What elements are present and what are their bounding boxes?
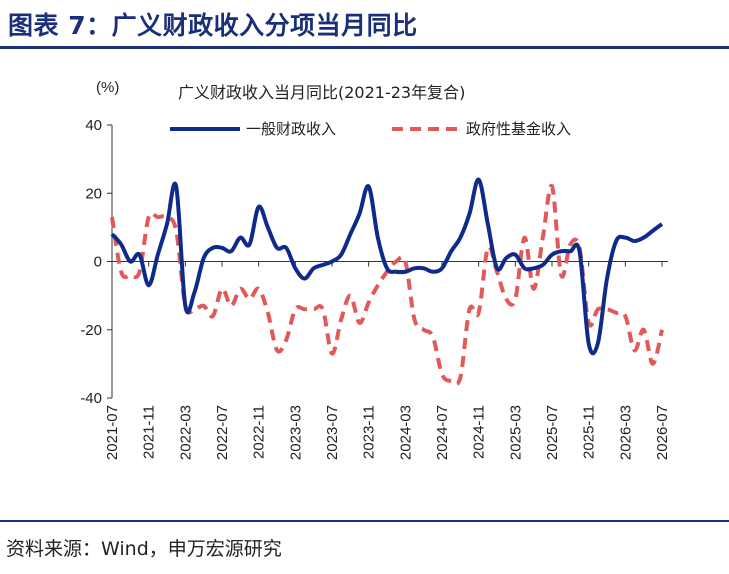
series-line-general-revenue bbox=[110, 177, 664, 356]
x-tick-label: 2023-03 bbox=[287, 405, 304, 460]
x-axis: 2021-07 2021-11 2022-03 2022-07 2022-11 2023-… bbox=[104, 261, 671, 460]
x-tick-label: 2025-07 bbox=[544, 405, 561, 460]
x-tick-label: 2026-07 bbox=[654, 405, 671, 460]
x-tick-label: 2023-11 bbox=[361, 405, 378, 459]
x-tick-label: 2021-11 bbox=[141, 405, 158, 459]
x-tick-label: 2022-03 bbox=[177, 405, 194, 460]
footer-rule bbox=[0, 520, 729, 522]
x-tick-label: 2021-07 bbox=[104, 405, 121, 460]
y-axis-unit-label: (%) bbox=[96, 79, 119, 96]
y-axis: 40 20 0 -20 -40 bbox=[80, 117, 112, 407]
x-tick-label: 2025-03 bbox=[507, 405, 524, 460]
x-tick-label: 2022-07 bbox=[214, 405, 231, 460]
x-tick-label: 2023-07 bbox=[324, 405, 341, 460]
header-rule bbox=[0, 46, 729, 49]
chart: (%) 广义财政收入当月同比(2021-23年复合) 一般财政收入 政府性基金收… bbox=[80, 79, 671, 460]
x-tick-label: 2026-03 bbox=[617, 405, 634, 460]
y-tick-label: 20 bbox=[85, 185, 102, 202]
legend-label-general-revenue: 一般财政收入 bbox=[246, 120, 336, 138]
x-tick-label: 2025-11 bbox=[581, 405, 598, 459]
figure-title: 图表 7：广义财政收入分项当月同比 bbox=[8, 11, 418, 40]
chart-title: 广义财政收入当月同比(2021-23年复合) bbox=[178, 83, 465, 102]
x-tick-label: 2024-11 bbox=[471, 405, 488, 459]
source-note: 资料来源：Wind，申万宏源研究 bbox=[6, 538, 282, 560]
y-tick-label: 0 bbox=[94, 254, 102, 271]
x-tick-label: 2024-03 bbox=[397, 405, 414, 460]
y-tick-label: -20 bbox=[80, 322, 102, 339]
series-group bbox=[110, 177, 664, 387]
y-tick-label: -40 bbox=[80, 390, 102, 407]
x-tick-label: 2024-07 bbox=[434, 405, 451, 460]
legend-label-fund-revenue: 政府性基金收入 bbox=[466, 120, 571, 138]
series-line-fund-revenue bbox=[110, 183, 664, 387]
x-tick-label: 2022-11 bbox=[251, 405, 268, 459]
legend: 一般财政收入 政府性基金收入 bbox=[170, 120, 571, 138]
y-tick-label: 40 bbox=[85, 117, 102, 134]
